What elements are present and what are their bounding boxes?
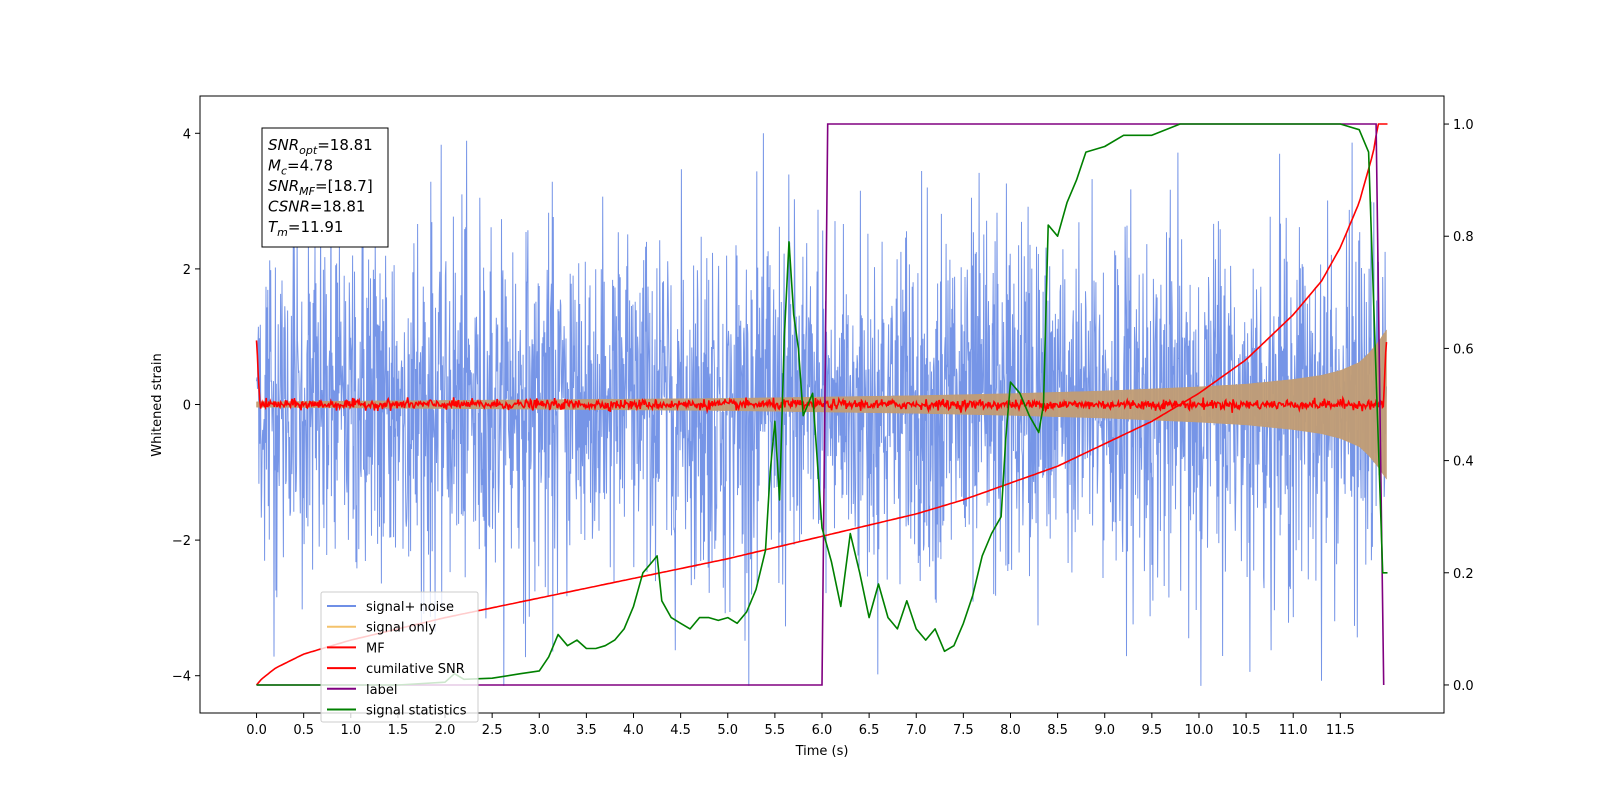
annotation-frame [261, 127, 389, 248]
y2-tick-label: 0.4 [1453, 455, 1474, 470]
x-tick-label: 3.5 [576, 723, 597, 738]
y2-tick-label: 0.0 [1453, 679, 1474, 694]
y-axis-left: −4 −2 0 2 4 [172, 127, 200, 685]
x-axis-label: Time (s) [795, 744, 849, 759]
x-tick-label: 7.0 [906, 723, 927, 738]
x-tick-label: 1.5 [388, 723, 409, 738]
annotation-line: SNRopt=18.81 [268, 136, 373, 157]
legend-entry: cumilative SNR [366, 662, 465, 677]
x-tick-label: 0.0 [246, 723, 267, 738]
y-tick-label: 0 [183, 399, 191, 414]
x-tick-label: 1.0 [340, 723, 361, 738]
legend-entry: signal+ noise [366, 600, 454, 615]
y-axis-label: Whitened strain [150, 353, 165, 456]
x-tick-label: 5.5 [765, 723, 786, 738]
series-layer [255, 123, 1388, 686]
y-tick-label: 2 [183, 263, 191, 278]
x-axis: 0.0 0.5 1.0 1.5 2.0 2.5 3.0 3.5 4.0 4.5 5.0 5.5 6.0 6… [246, 713, 1355, 738]
annotation-line: CSNR=18.81 [268, 198, 365, 216]
y-tick-label: −2 [172, 534, 191, 549]
y-tick-label: −4 [172, 670, 191, 685]
x-tick-label: 10.5 [1232, 723, 1261, 738]
legend-entry: signal statistics [366, 704, 467, 719]
x-tick-label: 5.0 [717, 723, 738, 738]
x-tick-label: 9.0 [1094, 723, 1115, 738]
x-tick-label: 8.0 [1000, 723, 1021, 738]
x-tick-label: 3.0 [529, 723, 550, 738]
annotation-line: Tm=11.91 [268, 218, 343, 239]
y-axis-right: 0.0 0.2 0.4 0.6 0.8 1.0 [1444, 118, 1474, 694]
series-signal-statistics [256, 123, 1388, 686]
legend-entry: MF [366, 641, 385, 656]
y2-tick-label: 0.8 [1453, 230, 1474, 245]
series-label [256, 123, 1385, 686]
x-tick-label: 11.0 [1279, 723, 1308, 738]
legend: signal+ noise signal only MF cumilative SNR… [320, 591, 479, 723]
annotation-box: SNRopt=18.81Mc=4.78SNRMF=[18.7]CSNR=18.8… [261, 127, 389, 248]
x-tick-label: 6.5 [859, 723, 880, 738]
x-tick-label: 4.0 [623, 723, 644, 738]
y2-tick-label: 1.0 [1453, 118, 1474, 133]
x-tick-label: 2.0 [435, 723, 456, 738]
series-signal-noise [256, 133, 1387, 686]
x-tick-label: 4.5 [670, 723, 691, 738]
x-tick-label: 8.5 [1047, 723, 1068, 738]
legend-entry: label [366, 683, 397, 698]
x-tick-label: 10.0 [1184, 723, 1213, 738]
x-tick-label: 0.5 [293, 723, 314, 738]
legend-frame [320, 591, 479, 723]
x-tick-label: 11.5 [1326, 723, 1355, 738]
x-tick-label: 7.5 [953, 723, 974, 738]
series-mf [255, 340, 1388, 414]
x-tick-label: 2.5 [482, 723, 503, 738]
annotation-line: Mc=4.78 [268, 157, 333, 178]
y2-tick-label: 0.2 [1453, 567, 1474, 582]
x-tick-label: 6.0 [812, 723, 833, 738]
y-tick-label: 4 [183, 127, 191, 142]
legend-entry: signal only [366, 621, 436, 636]
y2-tick-label: 0.6 [1453, 342, 1474, 357]
annotation-line: SNRMF=[18.7] [268, 177, 373, 198]
x-tick-label: 9.5 [1142, 723, 1163, 738]
